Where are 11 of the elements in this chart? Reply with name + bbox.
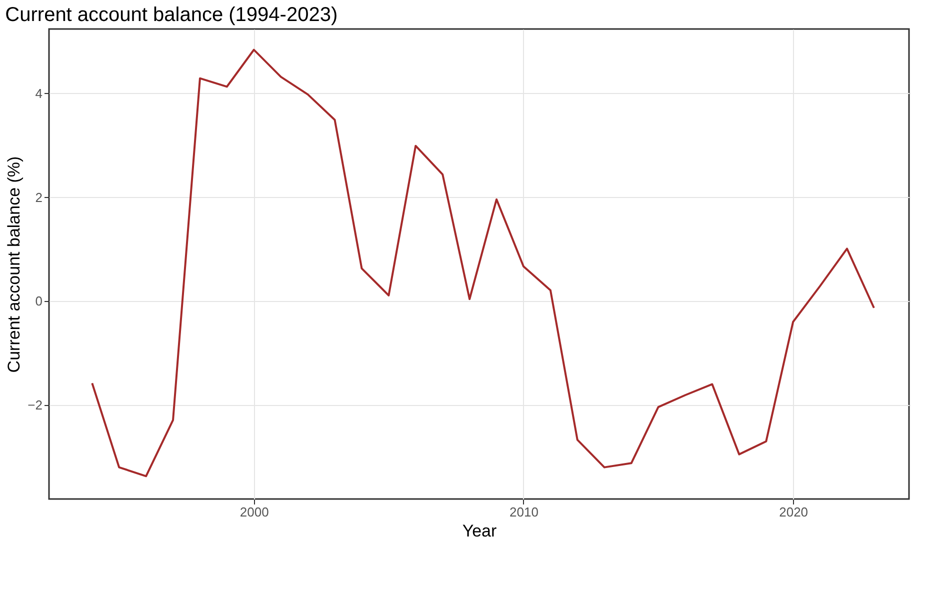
x-tick-label: 2010 [510,504,538,520]
y-tick-label: 2 [35,190,42,205]
chart-title: Current account balance (1994-2023) [5,4,338,26]
y-tick-label: −2 [28,398,42,412]
y-axis-title: Current account balance (%) [4,156,24,373]
x-axis-title: Year [462,522,498,540]
y-tick-label: 4 [35,86,42,101]
line-series [91,48,875,478]
x-tick-label: 2000 [240,504,269,520]
y-tick-label: 0 [35,294,42,309]
x-tick-label: 2020 [779,504,808,520]
